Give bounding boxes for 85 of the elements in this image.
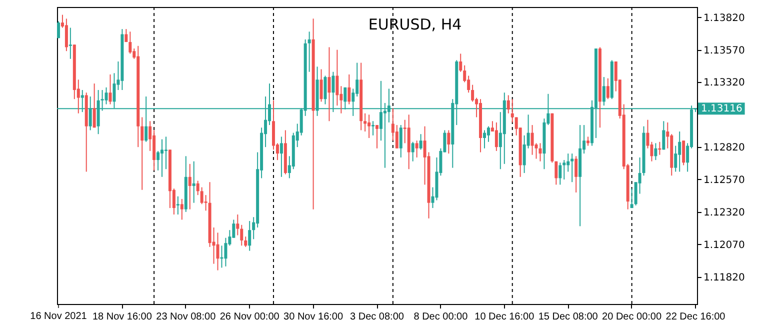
candlestick <box>180 198 184 220</box>
candlestick <box>64 18 68 52</box>
candlestick <box>574 156 578 193</box>
candlestick <box>482 130 486 149</box>
y-tick-label: 1.13320 <box>704 78 745 89</box>
candlestick <box>459 53 462 72</box>
candlestick <box>188 163 192 210</box>
candlestick <box>140 116 144 190</box>
candlestick <box>104 86 108 105</box>
candlestick <box>522 134 526 174</box>
candlestick <box>678 131 682 172</box>
candlestick <box>602 76 606 106</box>
candlestick <box>200 186 204 205</box>
y-tick-label: 1.12320 <box>704 207 745 218</box>
x-tick-label: 3 Dec 08:00 <box>350 312 404 322</box>
candlestick <box>324 75 327 105</box>
y-tick-label: 1.11820 <box>704 272 745 284</box>
x-tick-label: 26 Nov 00:00 <box>220 312 280 322</box>
candlestick <box>364 112 367 132</box>
candlestick <box>630 188 634 209</box>
x-tick-label: 15 Dec 08:00 <box>538 312 598 322</box>
candlestick <box>562 160 566 180</box>
candlestick <box>494 122 498 152</box>
candlestick <box>558 162 562 186</box>
candlestick <box>108 74 112 105</box>
candlestick <box>196 180 200 196</box>
x-tick-label: 8 Dec 00:00 <box>414 312 468 322</box>
candlestick <box>236 214 240 236</box>
x-tick-label: 23 Nov 08:00 <box>156 312 216 322</box>
candlestick <box>160 138 164 178</box>
candlestick <box>308 31 311 72</box>
y-tick-label: 1.12570 <box>704 174 745 186</box>
y-tick-label: 1.13570 <box>704 45 745 56</box>
candlestick <box>128 31 132 54</box>
x-tick-label: 30 Nov 16:00 <box>284 312 344 322</box>
y-tick-label: 1.12070 <box>704 240 745 251</box>
candlestick <box>124 28 128 43</box>
candlestick <box>395 124 398 149</box>
candlestick <box>399 124 402 158</box>
candlestick <box>376 124 378 149</box>
candlestick <box>411 141 414 162</box>
candlestick <box>280 136 283 178</box>
candlestick <box>530 124 534 156</box>
candlestick <box>204 194 208 212</box>
candlestick <box>164 136 168 170</box>
x-tick-label: 16 Nov 2021 <box>30 311 88 322</box>
candlestick <box>662 120 666 150</box>
candlestick <box>368 114 371 138</box>
candlestick <box>471 84 474 102</box>
candlestick <box>415 140 418 158</box>
candlestick <box>192 160 196 204</box>
x-tick-label: 22 Dec 16:00 <box>666 312 726 322</box>
candlestick <box>486 126 490 142</box>
candlestick <box>419 134 422 150</box>
x-tick-label: 18 Nov 16:00 <box>92 312 152 322</box>
candlestick <box>92 83 96 128</box>
candlestick <box>674 145 678 172</box>
candlestick <box>68 27 72 60</box>
ref-line-label: 1.13116 <box>701 104 742 115</box>
candlestick <box>586 136 590 146</box>
x-tick-label: 20 Dec 00:00 <box>602 312 662 322</box>
candlestick <box>570 153 574 183</box>
candlestick <box>606 78 610 100</box>
text: EURUSD, H4 <box>368 16 462 34</box>
candlestick <box>447 130 450 154</box>
candlestick <box>224 237 228 267</box>
candlestick <box>156 150 160 171</box>
candlestick <box>320 68 323 102</box>
candlestick <box>348 74 351 105</box>
candlestick <box>682 140 686 166</box>
y-tick-label: 1.13820 <box>704 12 745 24</box>
candlestick <box>248 220 252 252</box>
candlestick <box>506 94 510 114</box>
candlestick <box>328 46 331 122</box>
candlestick <box>538 142 542 162</box>
candlestick <box>244 236 248 248</box>
candlestick <box>240 224 244 246</box>
candlestick <box>654 142 658 161</box>
candlestick <box>56 20 60 39</box>
candlestick <box>336 49 339 106</box>
y-tick-label: 1.12820 <box>704 142 745 154</box>
candlestick <box>176 196 180 216</box>
candlestick <box>372 120 375 136</box>
x-tick-label: 10 Dec 16:00 <box>474 312 535 322</box>
candlestick <box>554 160 558 186</box>
